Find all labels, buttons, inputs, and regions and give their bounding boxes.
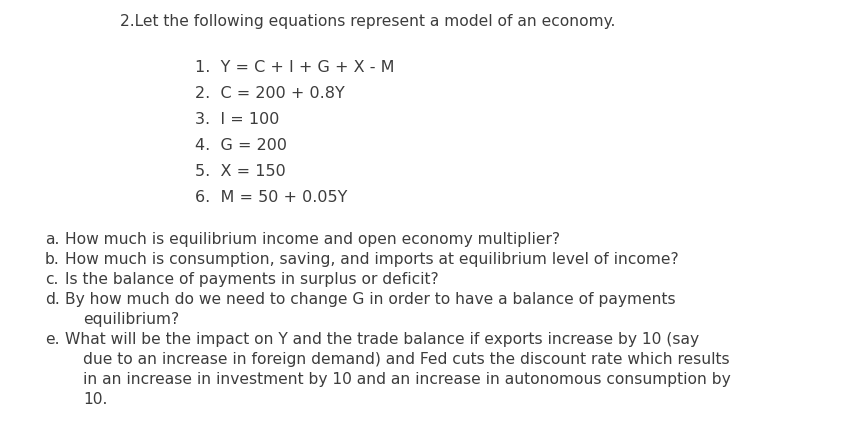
Text: 1.  Y = C + I + G + X - M: 1. Y = C + I + G + X - M [195,60,394,75]
Text: in an increase in investment by 10 and an increase in autonomous consumption by: in an increase in investment by 10 and a… [83,372,730,387]
Text: 10.: 10. [83,392,108,407]
Text: due to an increase in foreign demand) and Fed cuts the discount rate which resul: due to an increase in foreign demand) an… [83,352,728,367]
Text: d.: d. [45,292,59,307]
Text: What will be the impact on Y and the trade balance if exports increase by 10 (sa: What will be the impact on Y and the tra… [65,332,698,347]
Text: 3.  I = 100: 3. I = 100 [195,112,279,127]
Text: 6.  M = 50 + 0.05Y: 6. M = 50 + 0.05Y [195,190,347,205]
Text: Is the balance of payments in surplus or deficit?: Is the balance of payments in surplus or… [65,272,438,287]
Text: b.: b. [45,252,59,267]
Text: c.: c. [45,272,59,287]
Text: equilibrium?: equilibrium? [83,312,179,327]
Text: 2.Let the following equations represent a model of an economy.: 2.Let the following equations represent … [120,14,615,29]
Text: 5.  X = 150: 5. X = 150 [195,164,285,179]
Text: How much is equilibrium income and open economy multiplier?: How much is equilibrium income and open … [65,232,560,247]
Text: How much is consumption, saving, and imports at equilibrium level of income?: How much is consumption, saving, and imp… [65,252,678,267]
Text: 2.  C = 200 + 0.8Y: 2. C = 200 + 0.8Y [195,86,344,101]
Text: e.: e. [45,332,59,347]
Text: 4.  G = 200: 4. G = 200 [195,138,287,153]
Text: a.: a. [45,232,59,247]
Text: By how much do we need to change G in order to have a balance of payments: By how much do we need to change G in or… [65,292,675,307]
